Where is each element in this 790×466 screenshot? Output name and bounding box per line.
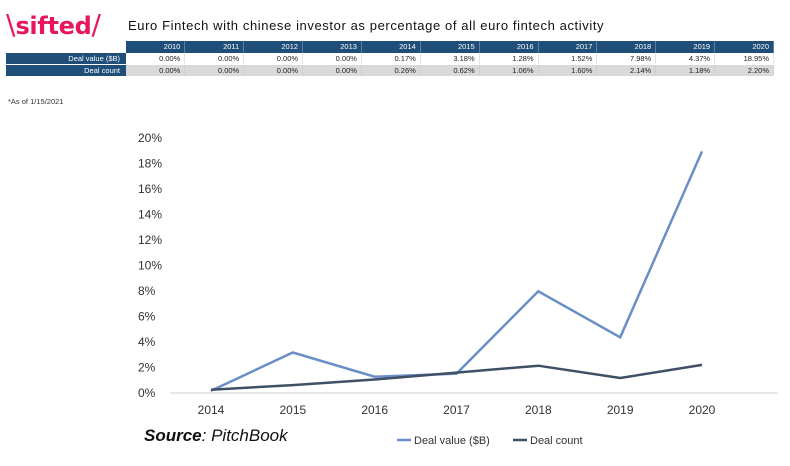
- table-cell: 2.14%: [596, 64, 657, 76]
- table-cell: 2.20%: [714, 64, 774, 76]
- sifted-logo[interactable]: \sifted/: [6, 8, 101, 42]
- table-year-header: 2010: [126, 41, 186, 53]
- logo-slash: \: [6, 8, 16, 41]
- y-tick-label: 0%: [138, 386, 156, 400]
- table-title: Euro Fintech with chinese investor as pe…: [128, 18, 605, 33]
- table-row-label: Deal count: [6, 64, 126, 76]
- table-cell: 0.62%: [420, 64, 480, 76]
- table-row-label: Deal value ($B): [6, 52, 126, 65]
- x-tick-label: 2019: [607, 403, 634, 417]
- table-year-header: 2013: [302, 41, 362, 53]
- table-cell: 0.00%: [302, 52, 362, 65]
- table-cell: 0.00%: [126, 64, 186, 76]
- table-cell: 3.18%: [420, 52, 480, 65]
- table-cell: 4.37%: [655, 52, 716, 65]
- table-cell: 0.17%: [361, 52, 421, 65]
- table-row: Deal value ($B) 0.00% 0.00% 0.00% 0.00% 0.17%…: [6, 52, 774, 65]
- table-cell: 0.00%: [302, 64, 362, 76]
- table-year-header: 2014: [361, 41, 421, 53]
- y-tick-label: 20%: [138, 131, 162, 145]
- table-year-header: 2012: [243, 41, 304, 53]
- source-credit: Source: PitchBook: [144, 426, 288, 446]
- table-cell: 0.00%: [243, 52, 304, 65]
- table-cell: 0.00%: [126, 52, 186, 65]
- logo-word: sifted: [15, 12, 92, 40]
- x-tick-label: 2017: [443, 403, 470, 417]
- table-year-header: 2011: [184, 41, 245, 53]
- x-tick-label: 2018: [525, 403, 552, 417]
- table-cell: 1.06%: [479, 64, 539, 76]
- table-year-header: 2016: [479, 41, 539, 53]
- table-cell: 0.00%: [243, 64, 304, 76]
- source-name: : PitchBook: [201, 426, 288, 445]
- series-line-deal-value-b: [210, 150, 704, 392]
- legend-label-deal-value-b: Deal value ($B): [414, 435, 490, 447]
- table-cell: 1.60%: [538, 64, 598, 76]
- y-tick-label: 16%: [138, 182, 162, 196]
- data-table: 2010 2011 2012 2013 2014 2015 2016 2017 2018 2019…: [6, 41, 774, 76]
- table-cell: 0.00%: [184, 64, 245, 76]
- y-tick-label: 10%: [138, 259, 162, 273]
- y-tick-label: 4%: [138, 335, 156, 349]
- table-year-header: 2018: [596, 41, 657, 53]
- legend-label-deal-count: Deal count: [530, 435, 583, 447]
- source-label: Source: [144, 426, 202, 445]
- x-tick-label: 2015: [279, 403, 306, 417]
- y-tick-label: 2%: [138, 361, 156, 375]
- y-tick-label: 18%: [138, 157, 162, 171]
- table-year-header: 2020: [714, 41, 774, 53]
- table-row: Deal count 0.00% 0.00% 0.00% 0.00% 0.26% 0.62%…: [6, 64, 774, 76]
- y-tick-label: 6%: [138, 310, 156, 324]
- x-tick-label: 2020: [689, 403, 716, 417]
- table-corner-cell: [6, 41, 126, 53]
- series-line-deal-count: [210, 363, 703, 391]
- table-year-header: 2017: [538, 41, 598, 53]
- table-cell: 7.98%: [596, 52, 657, 65]
- y-tick-label: 14%: [138, 208, 162, 222]
- table-cell: 1.28%: [479, 52, 539, 65]
- table-cell: 1.18%: [655, 64, 716, 76]
- table-cell: 0.00%: [184, 52, 245, 65]
- table-cell: 18.95%: [714, 52, 774, 65]
- x-tick-label: 2014: [198, 403, 225, 417]
- table-cell: 0.26%: [361, 64, 421, 76]
- as-of-note: *As of 1/15/2021: [8, 97, 64, 106]
- y-tick-label: 12%: [138, 233, 162, 247]
- table-cell: 1.52%: [538, 52, 598, 65]
- logo-end-slash: /: [91, 8, 101, 41]
- table-header-row: 2010 2011 2012 2013 2014 2015 2016 2017 2018 2019…: [6, 41, 774, 53]
- table-year-header: 2019: [655, 41, 716, 53]
- y-tick-label: 8%: [138, 284, 156, 298]
- table-year-header: 2015: [420, 41, 480, 53]
- x-tick-label: 2016: [361, 403, 388, 417]
